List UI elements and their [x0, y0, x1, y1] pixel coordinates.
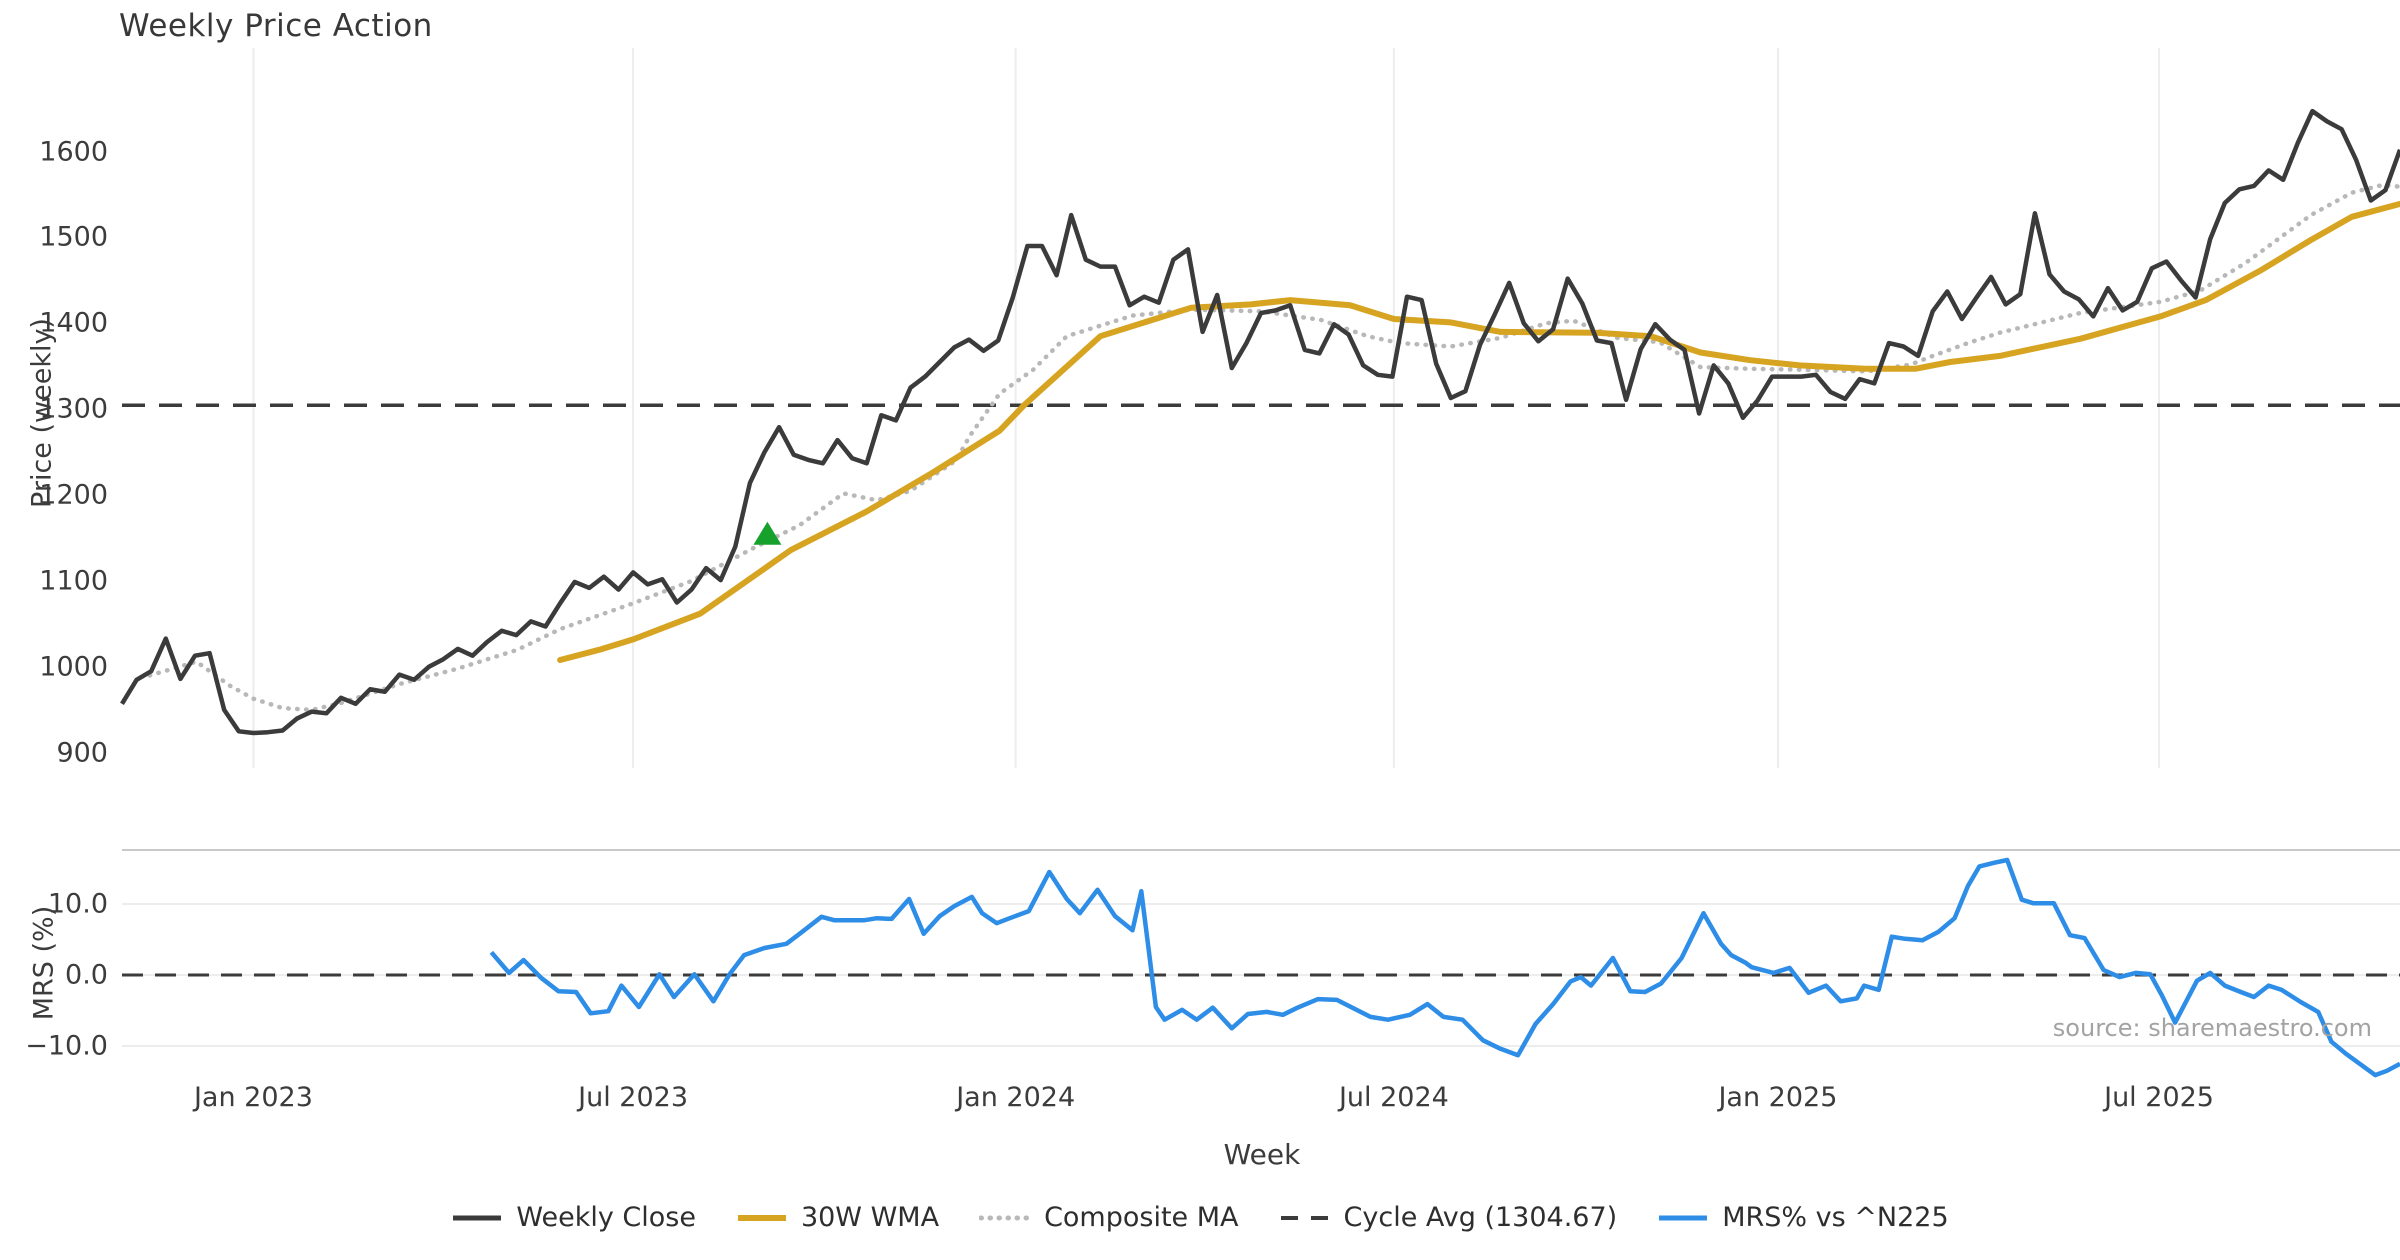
price-ytick-label: 1500	[39, 221, 108, 253]
legend-item: 30W WMA	[736, 1202, 939, 1233]
x-axis-title: Week	[1223, 1138, 1301, 1171]
legend-label: 30W WMA	[800, 1202, 940, 1233]
mrs-line	[489, 857, 2400, 1078]
legend-item: MRS% vs ^N225	[1657, 1202, 1949, 1233]
legend-item: Weekly Close	[451, 1202, 696, 1233]
legend-label: Composite MA	[1044, 1202, 1239, 1233]
x-tick-label: Jan 2025	[1718, 1082, 1838, 1113]
price-ytick-label: 1000	[39, 651, 108, 683]
legend-swatch-dotted	[979, 1215, 1032, 1220]
price-ytick-label: 1400	[39, 307, 108, 339]
price-ytick-label: 1300	[39, 393, 108, 425]
chart-legend: Weekly Close 30W WMA Composite MA Cycle Avg…	[0, 1202, 2400, 1233]
legend-swatch-solid	[453, 1215, 502, 1220]
x-tick-label: Jul 2024	[1338, 1082, 1449, 1113]
price-ytick-label: 1200	[39, 479, 108, 511]
mrs-ytick-label: −10.0	[25, 1030, 108, 1062]
legend-item: Composite MA	[979, 1202, 1239, 1233]
legend-item: Cycle Avg (1304.67)	[1279, 1202, 1618, 1233]
price-ytick-label: 1100	[39, 565, 108, 597]
composite-ma-line	[147, 182, 2400, 713]
legend-swatch-dashed	[1280, 1215, 1329, 1220]
legend-label: MRS% vs ^N225	[1722, 1202, 1949, 1233]
legend-swatch-solid	[737, 1214, 786, 1221]
price-ytick-label: 1600	[39, 136, 108, 167]
x-tick-label: Jan 2023	[193, 1082, 313, 1113]
chart-title: Weekly Price Action	[119, 8, 433, 44]
mrs-ytick-label: 10.0	[47, 888, 108, 920]
price-ytick-label: 900	[56, 737, 108, 769]
x-tick-label: Jul 2023	[578, 1082, 689, 1113]
legend-swatch-solid	[1659, 1215, 1708, 1220]
buy-signal-marker	[753, 521, 782, 545]
weekly-close-line	[120, 108, 2400, 736]
mrs-ytick-label: 0.0	[65, 959, 108, 991]
x-tick-label: Jul 2025	[2104, 1082, 2214, 1113]
legend-label: Cycle Avg (1304.67)	[1343, 1202, 1618, 1233]
source-note: source: sharemaestro.com	[2052, 1014, 2372, 1042]
wma-line	[557, 200, 2400, 663]
legend-label: Weekly Close	[516, 1202, 696, 1233]
x-tick-label: Jan 2024	[956, 1082, 1076, 1113]
